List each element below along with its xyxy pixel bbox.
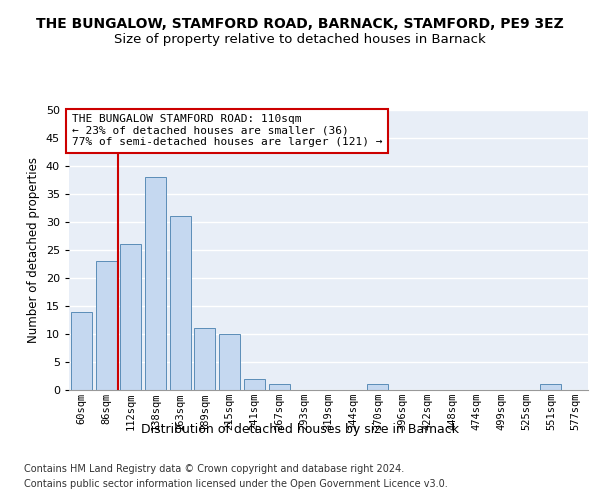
- Y-axis label: Number of detached properties: Number of detached properties: [27, 157, 40, 343]
- Bar: [367, 384, 388, 390]
- Bar: [145, 177, 166, 390]
- Bar: [219, 334, 240, 390]
- Bar: [95, 261, 116, 390]
- Text: Size of property relative to detached houses in Barnack: Size of property relative to detached ho…: [114, 32, 486, 46]
- Text: THE BUNGALOW, STAMFORD ROAD, BARNACK, STAMFORD, PE9 3EZ: THE BUNGALOW, STAMFORD ROAD, BARNACK, ST…: [36, 18, 564, 32]
- Text: Distribution of detached houses by size in Barnack: Distribution of detached houses by size …: [141, 422, 459, 436]
- Bar: [120, 244, 141, 390]
- Bar: [269, 384, 290, 390]
- Text: Contains HM Land Registry data © Crown copyright and database right 2024.: Contains HM Land Registry data © Crown c…: [24, 464, 404, 474]
- Text: THE BUNGALOW STAMFORD ROAD: 110sqm
← 23% of detached houses are smaller (36)
77%: THE BUNGALOW STAMFORD ROAD: 110sqm ← 23%…: [71, 114, 382, 148]
- Bar: [194, 328, 215, 390]
- Text: Contains public sector information licensed under the Open Government Licence v3: Contains public sector information licen…: [24, 479, 448, 489]
- Bar: [170, 216, 191, 390]
- Bar: [244, 379, 265, 390]
- Bar: [541, 384, 562, 390]
- Bar: [71, 312, 92, 390]
